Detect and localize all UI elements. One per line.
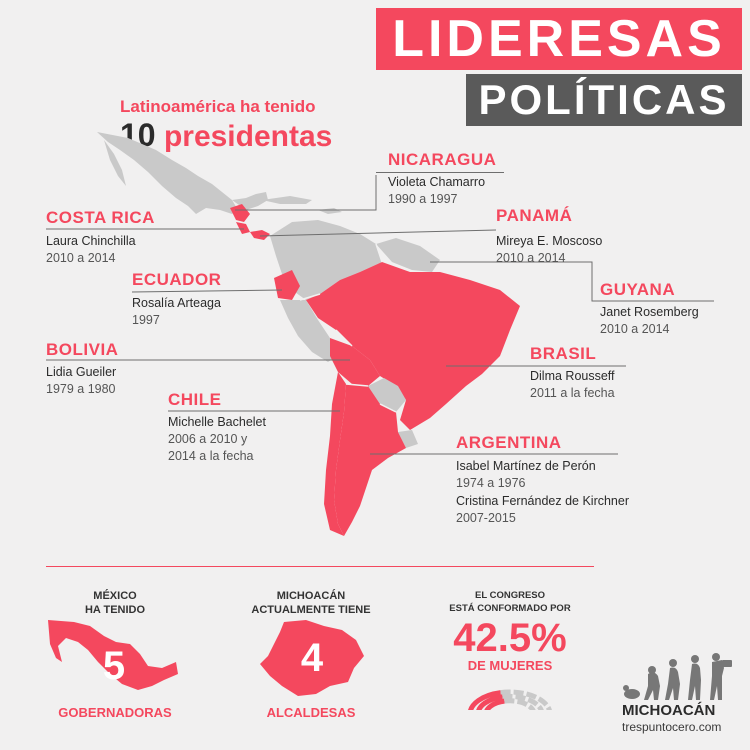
subtitle-line1: Latinoamérica ha tenido <box>120 97 316 116</box>
nicaragua-label: NICARAGUA <box>388 150 497 169</box>
mexico-stat-number: 5 <box>102 644 126 688</box>
costa-rica-shape <box>236 222 250 234</box>
congreso-stat-top2: ESTÁ CONFORMADO POR <box>449 603 571 614</box>
mexico-stat-top1: MÉXICO <box>93 590 137 602</box>
guyana-label: GUYANA <box>600 280 676 299</box>
mexico-stat-top2: HA TENIDO <box>84 604 146 616</box>
mexico-map-icon <box>44 616 184 696</box>
title-line2: POLÍTICAS <box>466 74 742 126</box>
costa-rica-years: 2010 a 2014 <box>46 251 116 265</box>
ecuador-leader: Rosalía Arteaga <box>132 296 221 310</box>
panama-shape <box>250 230 270 240</box>
ecuador-years: 1997 <box>132 313 160 327</box>
bolivia-years: 1979 a 1980 <box>46 382 116 396</box>
michoacan-map-icon <box>254 616 370 700</box>
brasil-years: 2011 a la fecha <box>530 386 615 400</box>
subtitle-presidentas: presidentas <box>163 120 333 153</box>
brasil-label: BRASIL <box>530 344 597 363</box>
nicaragua-leader: Violeta Chamarro <box>388 175 486 189</box>
title-line1: LIDERESAS <box>376 8 742 70</box>
michoacan-stat-top2: ACTUALMENTE TIENE <box>251 604 371 616</box>
argentina-leader-1: Isabel Martínez de Perón <box>456 459 596 473</box>
argentina-leader-2: Cristina Fernández de Kirchner <box>456 494 629 508</box>
latin-america-map <box>46 132 714 536</box>
bolivia-shape <box>330 338 380 386</box>
congreso-stat-top1: EL CONGRESO <box>474 590 546 601</box>
section-divider <box>46 566 594 567</box>
argentina-years-2: 2007-2015 <box>456 511 516 525</box>
guyana-years: 2010 a 2014 <box>600 322 670 336</box>
brasil-leader: Dilma Rousseff <box>530 369 615 383</box>
chile-years-1: 2006 a 2010 y <box>168 432 248 446</box>
nicaragua-rule <box>376 172 504 173</box>
subtitle-line2: 10 presidentas <box>120 117 332 154</box>
congreso-stat-percent: 42.5% <box>453 616 567 660</box>
nicaragua-shape <box>230 204 250 222</box>
brand-site: trespuntocero.com <box>622 720 722 734</box>
evolution-logo <box>620 652 740 702</box>
brasil-shape <box>306 262 520 430</box>
congreso-stat-bottom: DE MUJERES <box>467 658 553 673</box>
michoacan-stat-bottom: ALCALDESAS <box>266 705 356 720</box>
argentina-shape <box>334 384 406 536</box>
congreso-arc-rest-0 <box>500 689 553 715</box>
mexico-central-america-shape <box>97 132 238 214</box>
congreso-arc-chart <box>430 670 590 715</box>
costa-rica-label: COSTA RICA <box>46 208 155 227</box>
argentina-years-1: 1974 a 1976 <box>456 476 526 490</box>
panama-years: 2010 a 2014 <box>496 251 566 265</box>
guyana-leader: Janet Rosemberg <box>600 305 699 319</box>
michoacan-stat-number: 4 <box>300 636 324 680</box>
chile-shape <box>324 372 346 536</box>
panama-label: PANAMÁ <box>496 206 573 225</box>
chile-label: CHILE <box>168 390 222 409</box>
mexico-stat-bottom: GOBERNADORAS <box>58 705 172 720</box>
bolivia-leader: Lidia Gueiler <box>46 365 117 379</box>
brand-name: MICHOACÁN <box>622 702 716 719</box>
michoacan-stat-top1: MICHOACÁN <box>276 590 346 602</box>
ecuador-label: ECUADOR <box>132 270 222 289</box>
costa-rica-leader: Laura Chinchilla <box>46 234 136 248</box>
ecuador-shape <box>274 270 300 300</box>
chile-leader: Michelle Bachelet <box>168 415 266 429</box>
nicaragua-years: 1990 a 1997 <box>388 192 458 206</box>
chile-years-2: 2014 a la fecha <box>168 449 254 463</box>
bolivia-label: BOLIVIA <box>46 340 119 359</box>
panama-leader: Mireya E. Moscoso <box>496 234 603 248</box>
argentina-label: ARGENTINA <box>456 433 562 452</box>
